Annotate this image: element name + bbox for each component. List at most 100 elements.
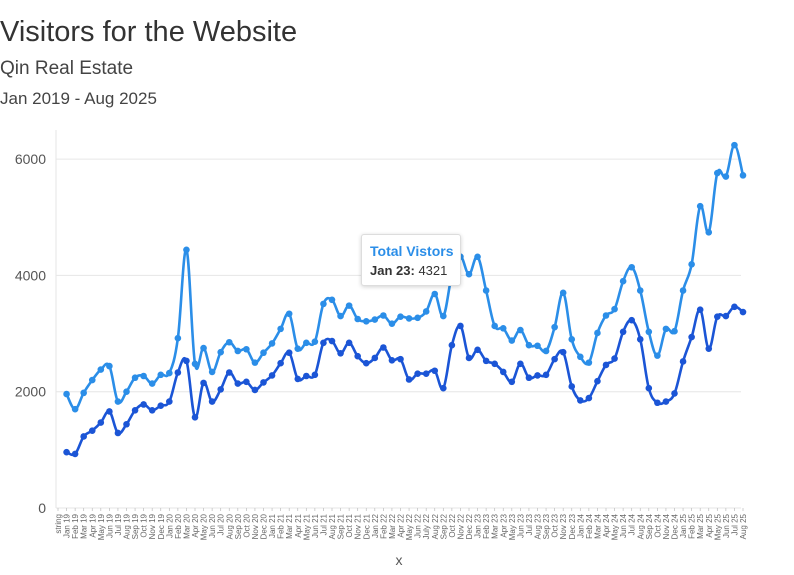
data-point[interactable] xyxy=(696,202,704,210)
data-point[interactable] xyxy=(88,427,96,434)
data-point[interactable] xyxy=(405,315,413,322)
data-point[interactable] xyxy=(362,318,370,325)
data-point[interactable] xyxy=(123,420,130,428)
data-point[interactable] xyxy=(508,337,516,344)
data-point[interactable] xyxy=(380,312,387,319)
data-point[interactable] xyxy=(225,338,233,346)
data-point[interactable] xyxy=(696,306,704,313)
data-point[interactable] xyxy=(71,405,79,413)
series-other-visitors[interactable] xyxy=(63,303,747,458)
data-point[interactable] xyxy=(628,316,635,324)
series-total-visitors[interactable] xyxy=(63,141,747,413)
data-point[interactable] xyxy=(705,345,713,352)
data-point[interactable] xyxy=(71,450,79,458)
data-point[interactable] xyxy=(491,322,498,330)
data-point[interactable] xyxy=(234,347,242,355)
data-point[interactable] xyxy=(551,323,558,331)
data-point[interactable] xyxy=(88,376,96,384)
data-point[interactable] xyxy=(166,369,173,377)
data-point[interactable] xyxy=(388,356,396,364)
data-point[interactable] xyxy=(542,371,550,379)
data-point[interactable] xyxy=(688,261,695,268)
data-point[interactable] xyxy=(183,357,190,365)
data-point[interactable] xyxy=(217,348,224,356)
data-point[interactable] xyxy=(140,401,147,408)
data-point[interactable] xyxy=(337,312,344,320)
data-point[interactable] xyxy=(277,325,284,333)
data-point[interactable] xyxy=(705,229,713,236)
data-point[interactable] xyxy=(714,169,721,177)
data-point[interactable] xyxy=(191,360,199,368)
data-point[interactable] xyxy=(671,390,678,397)
data-point[interactable] xyxy=(611,305,618,313)
data-point[interactable] xyxy=(260,379,267,386)
data-point[interactable] xyxy=(251,386,259,394)
data-point[interactable] xyxy=(662,398,670,405)
data-point[interactable] xyxy=(268,340,276,347)
data-point[interactable] xyxy=(594,329,601,337)
data-point[interactable] xyxy=(243,378,250,386)
data-point[interactable] xyxy=(508,378,516,386)
data-point[interactable] xyxy=(602,361,610,369)
data-point[interactable] xyxy=(585,394,593,402)
data-point[interactable] xyxy=(123,388,130,395)
data-point[interactable] xyxy=(722,173,730,180)
data-point[interactable] xyxy=(731,303,738,311)
data-point[interactable] xyxy=(654,399,661,407)
data-point[interactable] xyxy=(534,372,541,379)
data-point[interactable] xyxy=(114,398,122,405)
data-point[interactable] xyxy=(619,328,627,336)
data-point[interactable] xyxy=(311,338,319,345)
data-point[interactable] xyxy=(422,370,430,377)
data-point[interactable] xyxy=(397,313,404,320)
data-point[interactable] xyxy=(517,326,524,334)
data-point[interactable] xyxy=(405,376,413,383)
data-point[interactable] xyxy=(371,354,379,362)
data-point[interactable] xyxy=(217,386,224,393)
data-point[interactable] xyxy=(448,341,456,349)
data-point[interactable] xyxy=(251,359,259,366)
data-point[interactable] xyxy=(260,349,267,357)
data-point[interactable] xyxy=(431,367,439,375)
data-point[interactable] xyxy=(80,389,87,397)
data-point[interactable] xyxy=(277,359,284,367)
data-point[interactable] xyxy=(371,316,379,323)
data-point[interactable] xyxy=(414,314,421,322)
data-point[interactable] xyxy=(722,312,730,320)
series-line[interactable] xyxy=(66,305,744,457)
data-point[interactable] xyxy=(157,371,165,379)
data-point[interactable] xyxy=(731,141,738,149)
data-point[interactable] xyxy=(354,315,361,323)
data-point[interactable] xyxy=(234,380,242,387)
data-point[interactable] xyxy=(636,287,644,294)
data-point[interactable] xyxy=(157,402,165,409)
data-point[interactable] xyxy=(131,374,139,382)
data-point[interactable] xyxy=(380,344,387,351)
data-point[interactable] xyxy=(131,407,139,414)
data-point[interactable] xyxy=(140,372,147,380)
data-point[interactable] xyxy=(739,308,747,316)
data-point[interactable] xyxy=(525,341,533,349)
data-point[interactable] xyxy=(320,339,327,347)
data-point[interactable] xyxy=(80,433,87,440)
data-point[interactable] xyxy=(611,355,618,362)
data-point[interactable] xyxy=(268,372,276,379)
data-point[interactable] xyxy=(97,366,105,373)
data-point[interactable] xyxy=(602,312,610,319)
data-point[interactable] xyxy=(397,355,404,363)
data-point[interactable] xyxy=(739,172,747,179)
data-point[interactable] xyxy=(200,344,207,352)
data-point[interactable] xyxy=(345,302,353,309)
data-point[interactable] xyxy=(457,322,464,330)
data-point[interactable] xyxy=(148,407,156,414)
data-point[interactable] xyxy=(114,429,122,437)
data-point[interactable] xyxy=(645,328,653,336)
data-point[interactable] xyxy=(636,336,644,343)
data-point[interactable] xyxy=(465,354,473,362)
data-point[interactable] xyxy=(679,287,687,294)
data-point[interactable] xyxy=(568,336,576,343)
data-point[interactable] xyxy=(628,263,635,271)
data-point[interactable] xyxy=(243,345,250,353)
data-point[interactable] xyxy=(525,374,533,382)
data-point[interactable] xyxy=(474,346,481,354)
